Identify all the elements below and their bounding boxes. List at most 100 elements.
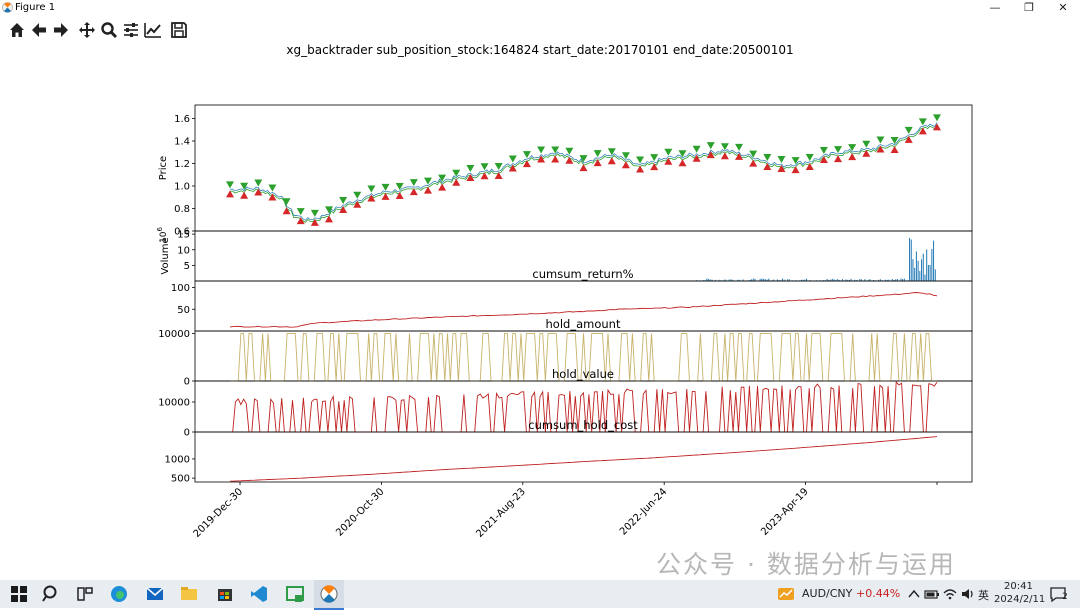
buy-marker — [720, 152, 729, 160]
cumsum-hold-cost-line — [229, 436, 938, 482]
buy-marker — [918, 127, 927, 135]
task-view-icon[interactable] — [74, 583, 96, 605]
buy-marker — [508, 164, 517, 172]
battery-icon[interactable] — [924, 586, 940, 602]
hold-amount-line — [230, 332, 937, 382]
sell-marker — [904, 126, 913, 134]
sell-marker — [254, 179, 263, 187]
sell-marker — [339, 197, 348, 205]
sell-marker — [466, 164, 475, 172]
sell-marker — [353, 191, 362, 199]
buy-marker — [565, 156, 574, 164]
buy-marker — [791, 166, 800, 174]
sell-marker — [381, 183, 390, 191]
buy-marker — [381, 192, 390, 200]
zoom-magnifier-icon[interactable] — [99, 20, 119, 40]
y-tick-label: 10000 — [158, 329, 190, 340]
y-tick-label: 1.2 — [174, 159, 190, 170]
maximize-button[interactable]: ❐ — [1024, 1, 1034, 14]
window-titlebar: Figure 1 — ❐ ✕ — [0, 0, 1080, 16]
search-icon[interactable] — [40, 583, 62, 605]
taskbar-active-matplotlib[interactable] — [314, 580, 344, 610]
minimize-button[interactable]: — — [989, 1, 1001, 14]
buy-marker — [339, 206, 348, 214]
buy-marker — [254, 188, 263, 196]
y-tick-label: 1.0 — [174, 182, 190, 193]
buy-marker — [819, 156, 828, 164]
sell-marker — [706, 142, 715, 150]
terminal-app-icon[interactable] — [284, 583, 306, 605]
x-tick-label: 2023-Apr-19 — [759, 486, 811, 538]
windows-start-icon[interactable] — [8, 583, 30, 605]
price-line — [229, 122, 938, 221]
x-tick-label: 2019-Dec-30 — [192, 486, 246, 540]
buy-marker — [848, 153, 857, 161]
sell-marker — [240, 182, 249, 190]
file-explorer-icon[interactable] — [178, 583, 200, 605]
wechat-watermark: 公众号 · 数据分析与运用 — [656, 550, 956, 579]
y-tick-label: 15 — [177, 230, 190, 241]
sell-marker — [933, 114, 941, 122]
buy-marker — [650, 163, 659, 171]
sell-marker — [777, 155, 786, 163]
input-method-indicator[interactable]: 英 — [978, 589, 989, 602]
mail-icon[interactable] — [144, 583, 166, 605]
configure-subplots-icon[interactable] — [121, 20, 141, 40]
sell-marker — [579, 155, 588, 163]
buy-marker — [324, 215, 333, 223]
buy-marker — [749, 159, 758, 167]
sell-marker — [805, 153, 814, 161]
notification-icon[interactable] — [1048, 584, 1068, 604]
subplot-3: 0 10000 hold_amount — [158, 317, 973, 388]
buy-marker — [438, 183, 447, 191]
buy-marker — [706, 151, 715, 159]
subplot-2: 50 100 cumsum_return% — [171, 267, 973, 332]
sell-marker — [296, 208, 305, 216]
x-tick-label: 2022-Jun-24 — [618, 486, 669, 537]
y-tick-label: 1000 — [165, 454, 190, 465]
buy-marker — [522, 160, 531, 168]
matplotlib-app-icon — [2, 2, 13, 13]
buy-marker — [636, 165, 645, 173]
edit-axis-line-icon[interactable] — [143, 20, 163, 40]
buy-marker — [735, 152, 744, 160]
close-button[interactable]: ✕ — [1058, 1, 1068, 14]
save-floppy-icon[interactable] — [169, 20, 189, 40]
store-icon[interactable] — [214, 583, 236, 605]
buy-marker — [692, 154, 701, 162]
y-tick-label: 1.6 — [174, 114, 190, 125]
subplot-title: hold_value — [552, 367, 614, 381]
pan-move-icon[interactable] — [77, 20, 97, 40]
matplotlib-toolbar — [0, 18, 1080, 40]
buy-marker — [353, 200, 362, 208]
forward-arrow-icon[interactable] — [51, 20, 71, 40]
buy-marker — [480, 172, 489, 180]
volume-icon[interactable] — [960, 586, 976, 602]
sell-marker — [593, 150, 602, 158]
wifi-icon[interactable] — [942, 586, 958, 602]
sell-marker — [862, 140, 871, 148]
sell-marker — [508, 155, 517, 163]
clock-time[interactable]: 20:41 — [1004, 581, 1033, 592]
x-tick-label: 2020-Oct-30 — [334, 486, 386, 538]
axes-frame — [194, 431, 973, 483]
moving-average-line — [229, 124, 938, 223]
tray-chevron-up-icon[interactable] — [906, 586, 922, 602]
sell-marker — [494, 163, 503, 171]
buy-marker — [423, 186, 432, 194]
sell-marker — [819, 147, 828, 155]
matplotlib-icon — [320, 585, 338, 603]
back-arrow-icon[interactable] — [29, 20, 49, 40]
buy-marker — [310, 218, 319, 226]
buy-marker — [367, 194, 376, 202]
sell-marker — [918, 118, 927, 126]
y-multiplier-label: 106 — [156, 227, 169, 243]
home-icon[interactable] — [7, 20, 27, 40]
sell-marker — [282, 198, 291, 206]
vscode-icon[interactable] — [248, 583, 270, 605]
ticker-change: +0.44% — [856, 587, 901, 600]
sell-marker — [621, 152, 630, 160]
clock-date[interactable]: 2024/2/11 — [994, 594, 1046, 605]
sell-marker — [565, 147, 574, 155]
edge-browser-icon[interactable] — [108, 583, 130, 605]
